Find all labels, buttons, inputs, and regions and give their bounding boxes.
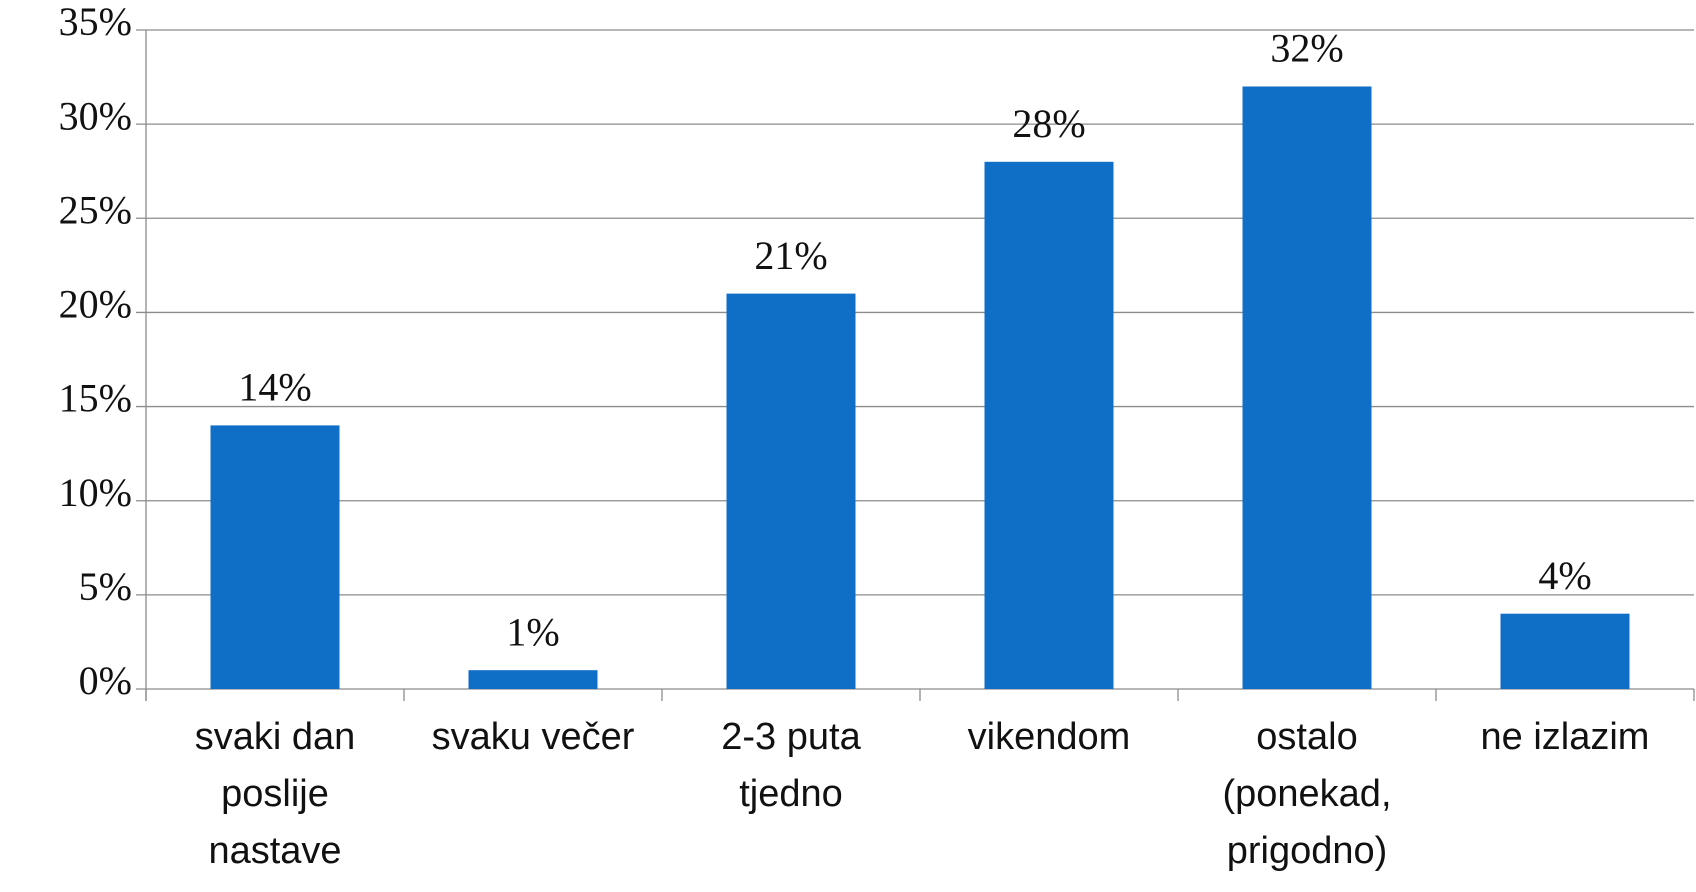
x-tick-label: svaki dan poslije nastave (194, 716, 356, 872)
bar (1500, 613, 1630, 689)
bar (984, 161, 1114, 690)
data-label: 32% (1270, 26, 1343, 71)
data-label: 28% (1012, 101, 1085, 146)
data-label: 4% (1538, 553, 1591, 598)
y-tick-label: 20% (59, 282, 132, 327)
y-tick-label: 15% (59, 376, 132, 421)
x-tick-label: ne izlazim (1480, 716, 1650, 758)
bar (726, 293, 856, 689)
x-tick-label: vikendom (967, 716, 1131, 758)
y-tick-label: 5% (79, 564, 132, 609)
x-tick-label: ostalo (ponekad, prigodno) (1222, 716, 1392, 872)
y-tick-label: 10% (59, 470, 132, 515)
data-label: 1% (506, 609, 559, 654)
y-tick-label: 25% (59, 187, 132, 232)
y-tick-label: 35% (59, 0, 132, 44)
y-tick-label: 30% (59, 93, 132, 138)
bar (468, 670, 598, 689)
data-label: 21% (754, 233, 827, 278)
x-tick-label: 2-3 puta tjedno (721, 716, 861, 815)
bar (210, 425, 340, 689)
bar (1242, 86, 1372, 689)
x-tick-label: svaku večer (431, 716, 635, 758)
data-label: 14% (238, 365, 311, 410)
y-tick-label: 0% (79, 658, 132, 703)
